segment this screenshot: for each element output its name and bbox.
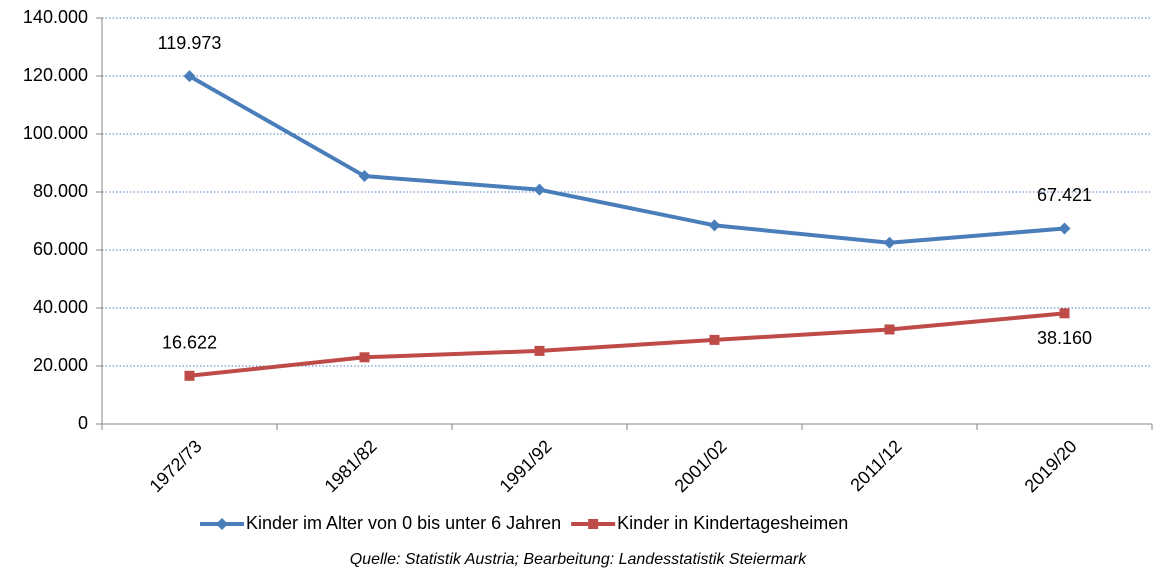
y-tick-label: 120.000 — [23, 65, 88, 85]
data-label: 67.421 — [1037, 185, 1092, 205]
marker — [184, 370, 195, 381]
legend-label: Kinder in Kindertagesheimen — [617, 513, 848, 533]
y-tick-label: 80.000 — [33, 181, 88, 201]
legend-label: Kinder im Alter von 0 bis unter 6 Jahren — [246, 513, 561, 533]
x-tick-label: 1981/82 — [321, 436, 381, 496]
y-tick-label: 20.000 — [33, 355, 88, 375]
marker — [358, 170, 371, 183]
marker — [1058, 222, 1071, 235]
y-tick-label: 140.000 — [23, 7, 88, 27]
y-tick-label: 100.000 — [23, 123, 88, 143]
y-tick-label: 40.000 — [33, 297, 88, 317]
data-label: 38.160 — [1037, 328, 1092, 348]
marker — [183, 70, 196, 83]
legend-marker — [216, 518, 228, 530]
x-tick-label: 2011/12 — [846, 436, 905, 495]
data-label: 119.973 — [158, 33, 222, 53]
x-tick-label: 1972/73 — [146, 436, 206, 496]
marker — [534, 345, 545, 356]
marker — [883, 236, 896, 249]
series-line — [189, 311, 1065, 378]
y-tick-label: 0 — [78, 413, 88, 433]
marker — [533, 183, 546, 196]
marker — [1059, 308, 1070, 319]
marker — [359, 352, 370, 363]
x-tick-label: 2019/20 — [1021, 436, 1081, 496]
series-line — [188, 74, 1065, 245]
legend-marker — [588, 519, 599, 529]
y-tick-label: 60.000 — [33, 239, 88, 259]
marker — [884, 324, 895, 335]
marker — [708, 219, 721, 232]
data-label: 16.622 — [162, 333, 217, 353]
x-tick-label: 2001/02 — [671, 436, 731, 496]
marker — [709, 334, 720, 345]
source-note: Quelle: Statistik Austria; Bearbeitung: … — [350, 551, 808, 568]
x-tick-label: 1991/92 — [496, 436, 556, 496]
